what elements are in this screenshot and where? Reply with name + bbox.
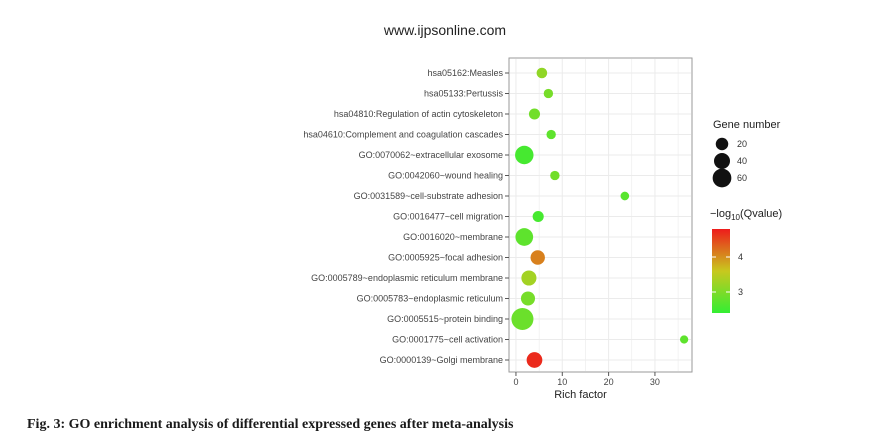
x-tick-label: 30 [650,377,660,387]
x-tick-label: 0 [513,377,518,387]
y-tick-label: hsa04610:Complement and coagulation casc… [303,130,503,140]
data-point [536,67,548,79]
data-point [620,191,630,201]
data-point [543,88,554,99]
size-legend-label: 40 [737,156,747,166]
data-point [520,291,536,306]
data-point [550,170,560,181]
y-tick-label: GO:0016477~cell migration [393,212,503,222]
color-legend-title: −log10(Qvalue) [710,208,782,222]
plot-area: hsa05162:Measles hsa05133:Pertussis hsa048… [303,57,693,401]
size-legend-title: Gene number [713,119,781,131]
color-legend-label: 3 [738,287,743,297]
y-tick-label: GO:0005925~focal adhesion [388,253,503,263]
data-point [515,145,534,165]
color-legend-bar [712,229,730,313]
x-tick-label: 20 [604,377,614,387]
data-point [532,210,544,223]
data-point [515,228,534,246]
data-point [511,307,534,331]
y-tick-label: hsa05133:Pertussis [424,89,504,99]
size-legend-dot [712,168,732,188]
y-tick-label: GO:0001775~cell activation [392,335,503,345]
size-legend-label: 20 [737,139,747,149]
y-tick-label: GO:0005783~endoplasmic reticulum [357,294,503,304]
size-legend-label: 60 [737,173,747,183]
data-point [530,250,545,265]
y-tick-label: GO:0005515~protein binding [387,314,503,324]
y-tick-label: hsa04810:Regulation of actin cytoskeleto… [334,109,503,119]
data-point [528,108,541,120]
data-point [679,335,689,344]
y-tick-label: GO:0042060~wound healing [388,171,503,181]
site-url[interactable]: www.ijpsonline.com [383,22,507,38]
y-tick-label: hsa05162:Measles [427,68,503,78]
figure-caption: Fig. 3: GO enrichment analysis of differ… [27,417,514,432]
data-point [526,352,543,368]
y-tick-label: GO:0005789~endoplasmic reticulum membran… [311,273,503,283]
x-axis-title: Rich factor [554,389,607,401]
y-tick-label: GO:0070062~extracellular exosome [359,150,503,160]
size-legend-dot [715,137,729,151]
legend-area: Gene number 20 40 60 −log10(Qvalue) 3 4 [710,119,782,313]
y-tick-label: GO:0000139~Golgi membrane [380,355,503,365]
y-tick-label: GO:0016020~membrane [403,232,503,242]
data-point [546,129,556,140]
x-tick-label: 10 [557,377,567,387]
size-legend-dot [713,152,731,170]
color-legend-label: 4 [738,252,743,262]
data-point [521,270,537,286]
y-tick-label: GO:0031589~cell-substrate adhesion [354,191,503,201]
enrichment-dot-plot: hsa05162:Measles hsa05133:Pertussis hsa048… [303,57,782,401]
